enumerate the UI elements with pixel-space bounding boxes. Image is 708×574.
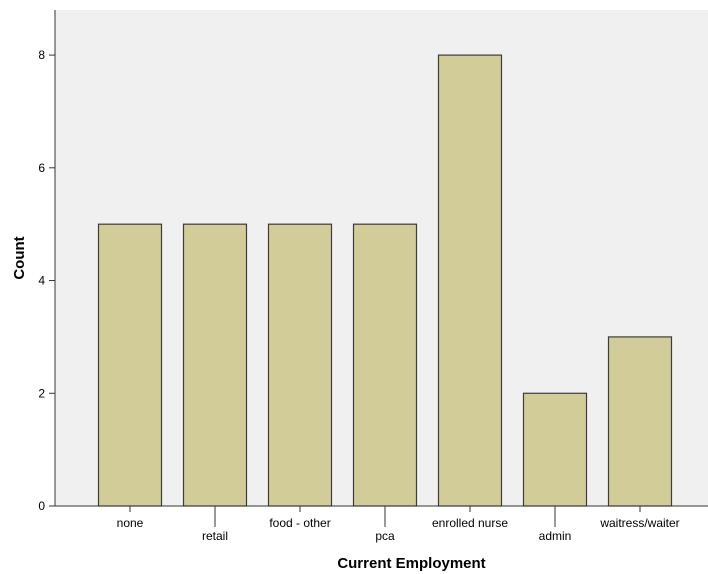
x-tick-label: none [117, 516, 144, 530]
x-tick-label: waitress/waiter [599, 516, 679, 530]
x-tick-label: pca [375, 529, 395, 543]
y-tick-label: 6 [38, 161, 45, 175]
y-ticks-group: 0 2 4 6 8 [38, 48, 55, 513]
x-ticks-group: none retail food - other pca enrolled nurse a… [117, 506, 680, 543]
x-tick-label: retail [202, 529, 228, 543]
x-tick-label: food - other [269, 516, 330, 530]
y-tick-label: 2 [38, 386, 45, 400]
bar-enrolled-nurse [437, 54, 503, 507]
x-tick-label: admin [539, 529, 572, 543]
y-tick-label: 8 [38, 48, 45, 62]
bar-admin [522, 392, 588, 507]
y-tick-label: 4 [38, 274, 45, 288]
y-axis-title: Count [11, 236, 28, 279]
x-tick-label: enrolled nurse [432, 516, 508, 530]
axes-group [54, 10, 708, 507]
bar-retail [182, 223, 248, 507]
x-axis-title: Current Employment [337, 555, 485, 572]
bar-food-other [267, 223, 333, 507]
bar-pca [352, 223, 418, 507]
bars-group [97, 54, 673, 507]
bar-none [97, 223, 163, 507]
bar-waitress-waiter [607, 336, 673, 507]
y-tick-label: 0 [38, 499, 45, 513]
